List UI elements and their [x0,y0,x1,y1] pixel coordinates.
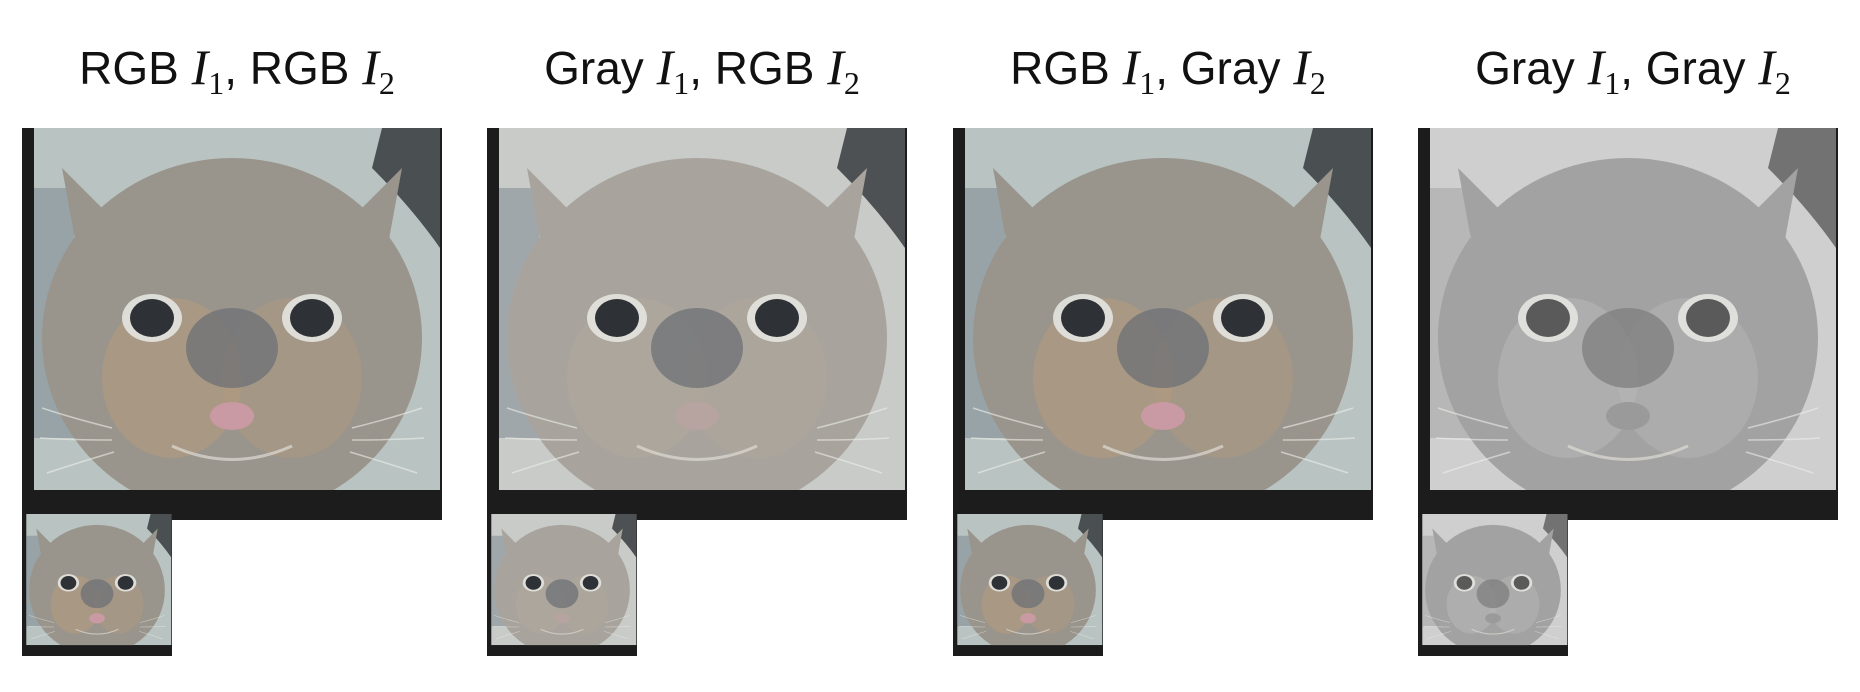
title-separator: , [1155,42,1168,94]
hybrid-cat-dog-image [487,128,907,520]
hybrid-cat-dog-image [22,128,442,520]
title-part-a: RGB [1010,42,1110,94]
panel-gray-rgb: Gray I1, RGB I2 [487,0,917,692]
title-separator: , [1620,42,1633,94]
title-separator: , [689,42,702,94]
title-var-b: I2 [1758,39,1791,101]
panel-title: Gray I1, RGB I2 [487,38,917,102]
panel-title: RGB I1, Gray I2 [953,38,1383,102]
title-var-a: I1 [1587,39,1621,101]
panel-rgb-rgb: RGB I1, RGB I2 [22,0,452,692]
title-var-b: I2 [362,39,395,101]
title-part-b: RGB [249,42,350,94]
panel-rgb-gray: RGB I1, Gray I2 [953,0,1383,692]
title-part-b: Gray [1180,42,1281,94]
title-var-a: I1 [191,39,225,101]
panel-title: Gray I1, Gray I2 [1418,38,1848,102]
title-var-a: I1 [1122,39,1156,101]
hybrid-cat-dog-image [1418,128,1838,520]
hybrid-cat-dog-thumbnail [953,514,1103,656]
title-separator: , [224,42,237,94]
title-part-b: RGB [714,42,815,94]
title-part-a: Gray [544,42,644,94]
panel-gray-gray: Gray I1, Gray I2 [1418,0,1848,692]
title-var-a: I1 [656,39,690,101]
title-part-a: Gray [1475,42,1575,94]
panel-title: RGB I1, RGB I2 [22,38,452,102]
hybrid-cat-dog-image [953,128,1373,520]
title-part-b: Gray [1645,42,1746,94]
title-var-b: I2 [1293,39,1326,101]
title-part-a: RGB [79,42,179,94]
hybrid-cat-dog-thumbnail [1418,514,1568,656]
hybrid-cat-dog-thumbnail [487,514,637,656]
title-var-b: I2 [827,39,860,101]
hybrid-cat-dog-thumbnail [22,514,172,656]
